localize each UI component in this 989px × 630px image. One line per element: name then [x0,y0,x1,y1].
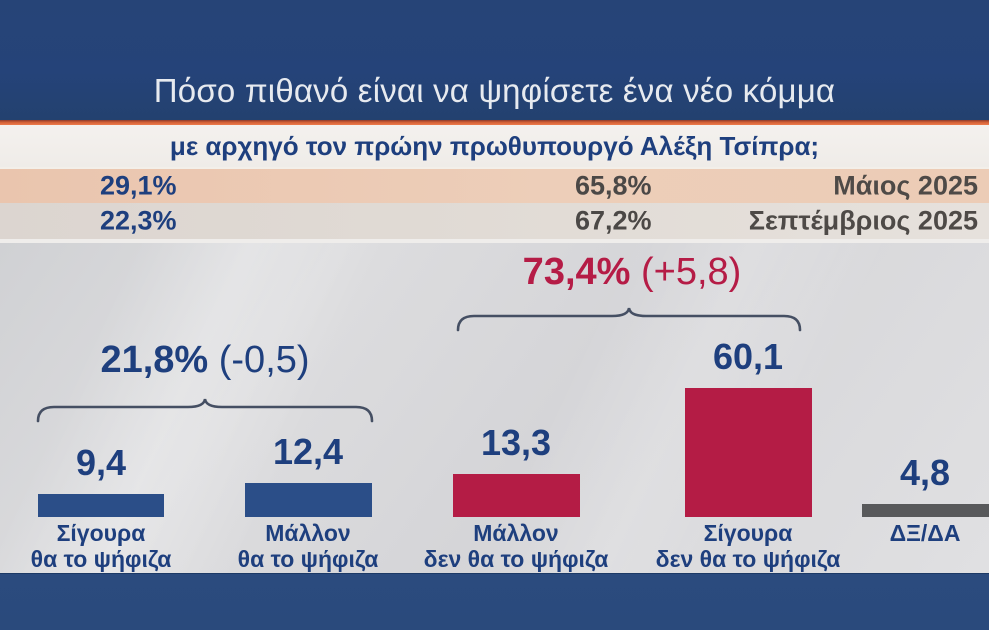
bar-value: 60,1 [712,336,784,377]
bar-label-line1: Μάλλον [265,520,351,546]
header-band: Πόσο πιθανό είναι να ψηφίσετε ένα νέο κό… [0,0,989,120]
gap-separator [0,239,989,243]
bar-value: 12,4 [272,431,344,472]
group-change-value: (+5,8) [630,251,742,293]
page-title: Πόσο πιθανό είναι να ψηφίσετε ένα νέο κό… [153,72,836,109]
bar-chart: 21,8% (-0,5) 73,4% (+5,8) 9,4 12,4 13,3 … [0,243,989,573]
bar-mallon-tha [245,483,372,517]
bar-label: Μάλλον δεν θα το ψήφιζα [386,520,646,572]
bar-label-line1: Σίγουρα [56,520,146,546]
row-separator [0,167,989,169]
subtitle-band: με αρχηγό τον πρώην πρωθυπουργό Αλέξη Τσ… [0,125,989,167]
bar-value: 9,4 [75,442,127,483]
history-unlikely-value: 67,2% [575,205,652,236]
history-likely-value: 29,1% [100,170,177,201]
group-brace-likely [36,398,374,423]
history-row-may-2025: 29,1% 65,8% Μάιος 2025 [0,169,989,203]
bar-label-line2: θα το ψήφιζα [237,546,379,572]
bar-label-line1: ΔΞ/ΔΑ [889,520,961,546]
bar-value: 13,3 [480,422,552,463]
bar-label-line2: θα το ψήφιζα [30,546,172,572]
bar-label: ΔΞ/ΔΑ [795,520,989,546]
subtitle-text: με αρχηγό τον πρώην πρωθυπουργό Αλέξη Τσ… [169,130,820,161]
history-unlikely-value: 65,8% [575,170,652,201]
footer-band [0,573,989,630]
bar-label: Μάλλον θα το ψήφιζα [178,520,438,572]
group-change-value: (-0,5) [208,339,310,381]
group-total-likely: 21,8% (-0,5) [100,339,310,381]
orange-divider [0,120,989,125]
history-row-september-2025: 22,3% 67,2% Σεπτέμβριος 2025 [0,203,989,239]
bar-label-line1: Μάλλον [473,520,559,546]
bar-value: 4,8 [899,452,951,493]
history-likely-value: 22,3% [100,205,177,236]
history-period-label: Μάιος 2025 [833,170,978,201]
bar-sigoura-tha [38,494,164,517]
bar-sigoura-den-tha [685,388,812,517]
group-total-unlikely: 73,4% (+5,8) [522,251,742,293]
bar-label: Σίγουρα θα το ψήφιζα [0,520,231,572]
group-total-value: 21,8% [100,339,209,381]
group-total-value: 73,4% [522,251,631,293]
history-period-label: Σεπτέμβριος 2025 [748,205,978,236]
group-brace-unlikely [456,307,802,332]
bar-label: Σίγουρα δεν θα το ψήφιζα [618,520,878,572]
bar-label-line1: Σίγουρα [703,520,793,546]
bar-label-line2: δεν θα το ψήφιζα [423,546,609,572]
bar-mallon-den-tha [453,474,580,517]
bar-dxda [862,504,989,517]
bar-label-line2: δεν θα το ψήφιζα [655,546,841,572]
